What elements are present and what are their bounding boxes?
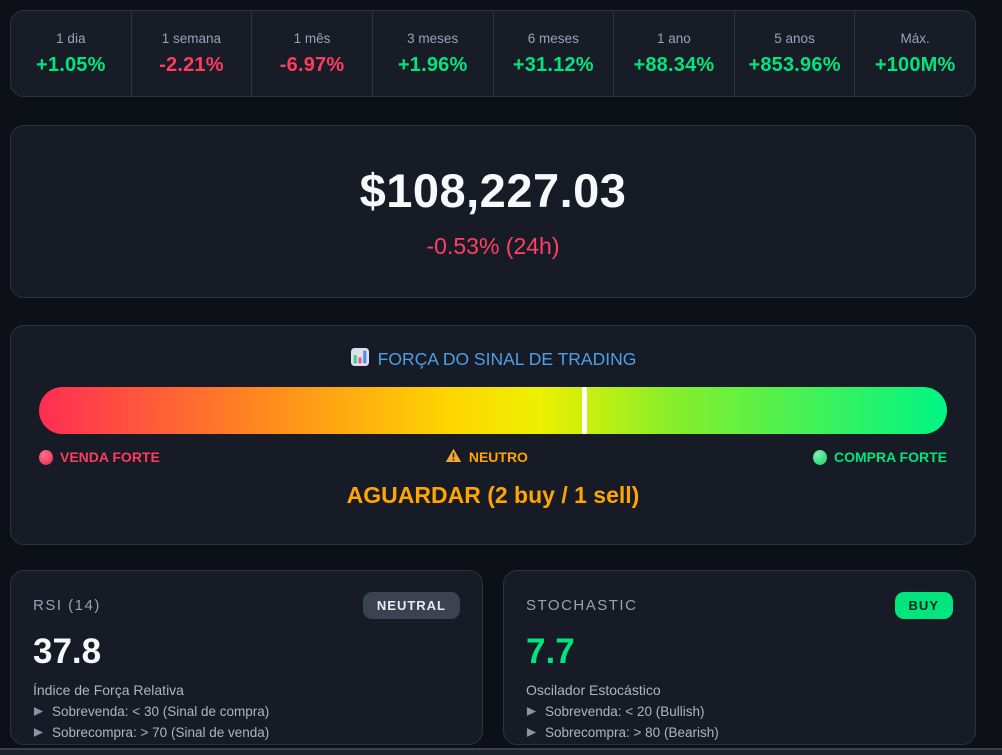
indicator-bullet: Sobrevenda: < 20 (Bullish) (526, 704, 953, 719)
strong-sell-text: VENDA FORTE (60, 449, 160, 465)
neutral-label: NEUTRO (445, 448, 528, 466)
signal-title: FORÇA DO SINAL DE TRADING (377, 349, 637, 369)
period-label: 3 meses (407, 30, 459, 46)
period-value: -2.21% (159, 53, 224, 76)
arrowhead-right-icon (526, 707, 537, 716)
period-value: +88.34% (633, 53, 715, 76)
periods-performance-bar: 1 dia +1.05% 1 semana -2.21% 1 mês -6.97… (10, 10, 976, 97)
signal-gauge-marker (581, 387, 587, 434)
red-circle-icon (39, 449, 53, 465)
period-label: 1 dia (56, 30, 86, 46)
period-label: 1 semana (161, 30, 222, 46)
period-value: -6.97% (279, 53, 345, 76)
stochastic-card: STOCHASTIC BUY 7.7 Oscilador Estocástico… (503, 570, 976, 745)
period-cell-3-meses: 3 meses +1.96% (373, 11, 494, 96)
indicator-subtitle: Índice de Força Relativa (33, 682, 184, 698)
bullet-text: Sobrevenda: < 20 (Bullish) (545, 704, 705, 719)
period-value: +100M% (874, 53, 956, 76)
bullet-text: Sobrecompra: > 70 (Sinal de venda) (52, 725, 270, 740)
warning-triangle-icon (445, 448, 462, 466)
bullet-text: Sobrecompra: > 80 (Bearish) (545, 725, 719, 740)
period-label: 6 meses (527, 30, 579, 46)
period-label: 1 mês (293, 30, 331, 46)
period-label: 1 ano (657, 30, 691, 46)
trading-signal-card: FORÇA DO SINAL DE TRADING VENDA FORTE NE… (10, 325, 976, 545)
arrowhead-right-icon (526, 728, 537, 737)
period-cell-6-meses: 6 meses +31.12% (494, 11, 615, 96)
stochastic-card-header: STOCHASTIC BUY (526, 592, 953, 619)
indicator-name: RSI (14) (33, 597, 101, 614)
arrowhead-right-icon (33, 728, 44, 737)
neutral-text: NEUTRO (468, 449, 528, 465)
current-price: $108,227.03 (359, 164, 627, 217)
strong-sell-label: VENDA FORTE (39, 449, 160, 465)
rsi-card-header: RSI (14) NEUTRAL (33, 592, 460, 619)
signal-gauge (39, 387, 947, 434)
period-cell-1-mes: 1 mês -6.97% (252, 11, 373, 96)
price-card: $108,227.03 -0.53% (24h) (10, 125, 976, 298)
indicator-subtitle: Oscilador Estocástico (526, 682, 661, 698)
green-circle-icon (812, 449, 827, 465)
period-cell-1-ano: 1 ano +88.34% (614, 11, 735, 96)
strong-buy-text: COMPRA FORTE (833, 449, 947, 465)
period-label: 5 anos (774, 30, 815, 46)
indicator-name: STOCHASTIC (526, 597, 638, 614)
price-change-24h: -0.53% (24h) (426, 233, 560, 259)
signal-action-text: AGUARDAR (2 buy / 1 sell) (346, 482, 640, 508)
period-cell-5-anos: 5 anos +853.96% (735, 11, 856, 96)
strong-buy-label: COMPRA FORTE (812, 449, 947, 465)
bullet-text: Sobrevenda: < 30 (Sinal de compra) (52, 704, 270, 719)
period-value: +1.96% (397, 53, 468, 76)
signal-title-row: FORÇA DO SINAL DE TRADING (11, 347, 975, 372)
status-badge: NEUTRAL (362, 592, 460, 619)
period-cell-1-semana: 1 semana -2.21% (132, 11, 253, 96)
indicator-cards-row: RSI (14) NEUTRAL 37.8 Índice de Força Re… (10, 570, 976, 745)
rsi-card: RSI (14) NEUTRAL 37.8 Índice de Força Re… (10, 570, 483, 745)
signal-gauge-labels: VENDA FORTE NEUTRO COMPRA FORTE (39, 448, 947, 466)
indicator-bullet: Sobrevenda: < 30 (Sinal de compra) (33, 704, 460, 719)
period-value: +853.96% (748, 53, 841, 76)
indicator-value: 7.7 (526, 632, 575, 671)
indicator-value: 37.8 (33, 632, 102, 671)
indicator-bullet: Sobrecompra: > 80 (Bearish) (526, 725, 953, 740)
period-value: +31.12% (512, 53, 594, 76)
period-value: +1.05% (36, 53, 106, 76)
period-label: Máx. (900, 30, 930, 46)
status-badge: BUY (894, 592, 953, 619)
bar-chart-icon (350, 347, 370, 372)
arrowhead-right-icon (33, 707, 44, 716)
period-cell-max: Máx. +100M% (855, 11, 975, 96)
period-cell-1-dia: 1 dia +1.05% (11, 11, 132, 96)
indicator-bullet: Sobrecompra: > 70 (Sinal de venda) (33, 725, 460, 740)
next-section-cutoff-strip (0, 748, 1002, 755)
signal-gauge-gradient-bar (39, 387, 947, 434)
